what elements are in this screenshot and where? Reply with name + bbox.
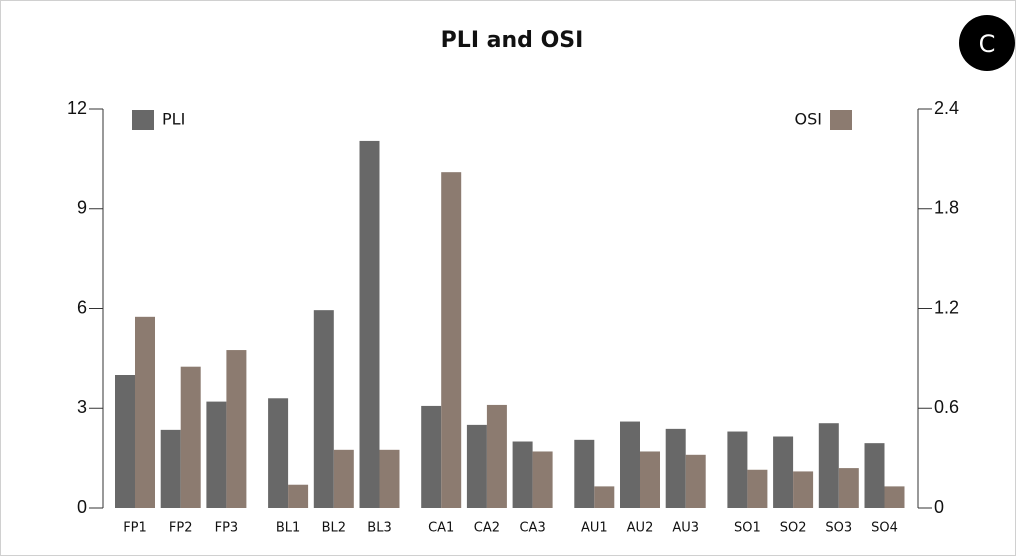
bar <box>486 404 507 508</box>
bar <box>180 366 201 508</box>
bar <box>747 469 768 508</box>
y-tick-label: 12 <box>67 98 87 118</box>
y-tick-label: 0 <box>77 497 87 517</box>
x-tick-label: FP1 <box>123 521 147 536</box>
x-tick-label: SO2 <box>780 521 807 536</box>
x-tick-label: FP2 <box>169 521 193 536</box>
bar <box>206 401 227 508</box>
x-tick-label: BL1 <box>276 521 300 536</box>
bar <box>379 449 400 508</box>
bar <box>727 431 748 508</box>
chart-title: PLI and OSI <box>441 28 584 53</box>
bar <box>864 443 885 508</box>
y2-tick-label: 0.6 <box>934 397 959 417</box>
bar <box>574 439 595 508</box>
y2-tick-label: 1.2 <box>934 297 959 317</box>
bar <box>532 451 553 508</box>
bar <box>685 454 706 508</box>
bar <box>818 423 839 508</box>
x-tick-label: BL2 <box>322 521 346 536</box>
bar <box>512 441 533 508</box>
bar <box>640 451 660 508</box>
x-tick-label: AU1 <box>581 521 608 536</box>
bar <box>884 486 905 508</box>
x-tick-label: FP3 <box>215 521 239 536</box>
legend-label: OSI <box>795 110 822 129</box>
bar <box>160 429 181 508</box>
y-tick-label: 6 <box>77 297 87 317</box>
x-tick-label: CA1 <box>428 521 454 536</box>
bar <box>288 484 309 508</box>
bar <box>441 172 462 509</box>
y2-tick-label: 1.8 <box>934 198 959 218</box>
legend-swatch <box>132 110 154 130</box>
bar <box>466 424 487 508</box>
x-tick-label: CA2 <box>474 521 500 536</box>
y-tick-label: 3 <box>77 397 87 417</box>
bar <box>620 421 640 508</box>
bar <box>226 350 247 508</box>
bar <box>838 468 859 508</box>
bar <box>359 140 380 509</box>
panel-label: C <box>979 30 996 58</box>
bar <box>115 375 135 508</box>
bar <box>268 398 289 508</box>
bar <box>793 471 814 508</box>
x-tick-label: BL3 <box>367 521 391 536</box>
x-tick-label: SO4 <box>871 521 898 536</box>
legend-label: PLI <box>162 110 185 129</box>
bar <box>135 316 155 508</box>
bar <box>773 436 794 508</box>
x-tick-label: AU3 <box>672 521 699 536</box>
bar <box>313 310 334 508</box>
y-tick-label: 9 <box>77 198 87 218</box>
bar <box>421 405 442 508</box>
x-tick-label: CA3 <box>519 521 545 536</box>
y2-tick-label: 2.4 <box>934 98 959 118</box>
y2-tick-label: 0 <box>934 497 944 517</box>
panel-badge <box>959 15 1015 71</box>
x-tick-label: AU2 <box>627 521 654 536</box>
x-tick-label: SO1 <box>734 521 761 536</box>
bar <box>594 486 615 508</box>
legend-swatch <box>830 110 852 130</box>
bar <box>333 449 354 508</box>
bar <box>665 428 686 508</box>
x-tick-label: SO3 <box>825 521 852 536</box>
